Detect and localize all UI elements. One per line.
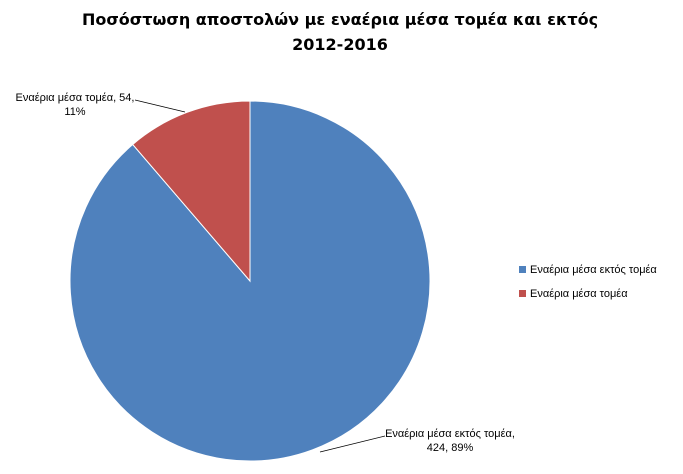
- chart-title: 2012-2016: [292, 35, 388, 54]
- data-label: Εναέρια μέσα εκτός τομέα, 424, 89%: [385, 428, 515, 454]
- pie-slice: [131, 100, 251, 283]
- legend-label: Εναέρια μέσα τομέα: [530, 288, 628, 300]
- leader-line: [319, 435, 386, 453]
- legend-label: Εναέρια μέσα εκτός τομέα: [530, 264, 657, 276]
- leader-line: [134, 99, 186, 113]
- legend-swatch: [519, 266, 526, 273]
- chart-title: Ποσόστωση αποστολών με εναέρια μέσα τομέ…: [82, 10, 598, 29]
- legend-swatch: [519, 290, 526, 297]
- data-label: Εναέρια μέσα τομέα, 54, 11%: [15, 92, 135, 118]
